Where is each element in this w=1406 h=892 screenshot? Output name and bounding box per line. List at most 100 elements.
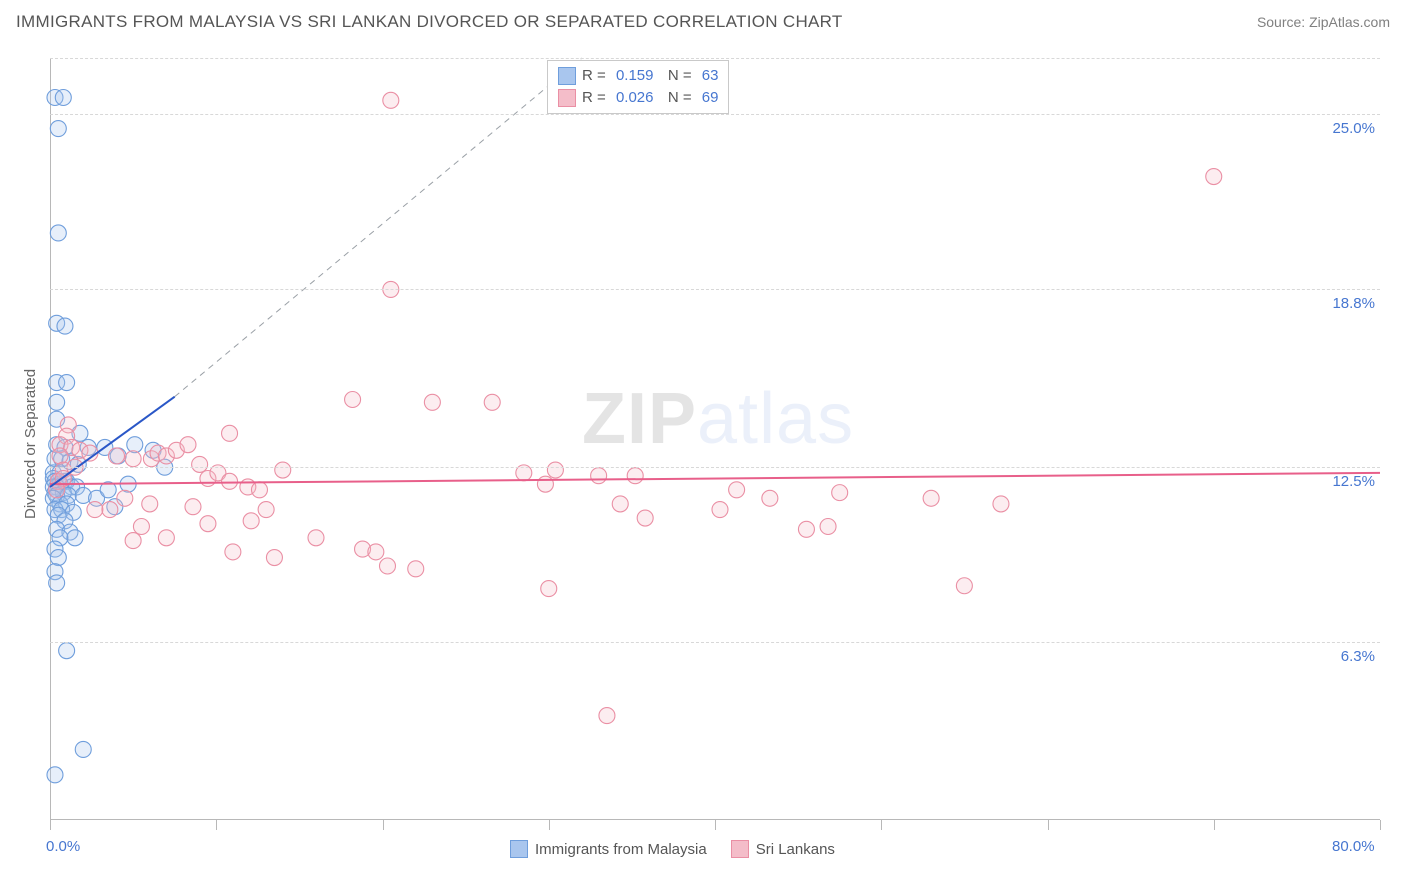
data-point — [117, 490, 133, 506]
y-tick-label: 25.0% — [1320, 120, 1375, 137]
data-point — [762, 490, 778, 506]
data-point — [225, 544, 241, 560]
data-point — [133, 518, 149, 534]
legend-r-label: R = — [582, 87, 610, 109]
x-tick — [881, 820, 882, 830]
legend-swatch — [558, 89, 576, 107]
x-tick — [216, 820, 217, 830]
data-point — [57, 318, 73, 334]
y-tick-label: 18.8% — [1320, 295, 1375, 312]
data-point — [67, 530, 83, 546]
data-point — [127, 437, 143, 453]
data-point — [251, 482, 267, 498]
data-point — [55, 90, 71, 106]
data-point — [627, 468, 643, 484]
data-point — [541, 581, 557, 597]
data-point — [158, 530, 174, 546]
legend-series-name: Immigrants from Malaysia — [535, 841, 707, 858]
data-point — [125, 451, 141, 467]
chart-svg-layer — [0, 0, 1406, 892]
y-tick-label: 6.3% — [1320, 648, 1375, 665]
data-point — [368, 544, 384, 560]
legend-r-value: 0.026 — [616, 87, 654, 109]
legend-row: R = 0.026 N = 69 — [558, 87, 718, 109]
x-tick-label: 0.0% — [46, 838, 80, 855]
legend-item: Sri Lankans — [731, 840, 835, 858]
data-point — [383, 92, 399, 108]
trend-line — [50, 473, 1380, 484]
x-tick — [715, 820, 716, 830]
data-point — [637, 510, 653, 526]
data-point — [923, 490, 939, 506]
data-point — [49, 575, 65, 591]
data-point — [243, 513, 259, 529]
data-point — [1206, 169, 1222, 185]
data-point — [308, 530, 324, 546]
data-point — [729, 482, 745, 498]
data-point — [142, 496, 158, 512]
gridline-horizontal — [50, 289, 1380, 290]
legend-r-value: 0.159 — [616, 65, 654, 87]
legend-series-name: Sri Lankans — [756, 841, 835, 858]
data-point — [484, 394, 500, 410]
x-tick — [1048, 820, 1049, 830]
x-tick — [1214, 820, 1215, 830]
data-point — [537, 476, 553, 492]
data-point — [52, 448, 68, 464]
gridline-horizontal — [50, 467, 1380, 468]
data-point — [956, 578, 972, 594]
data-point — [832, 485, 848, 501]
data-point — [820, 518, 836, 534]
data-point — [109, 448, 125, 464]
data-point — [185, 499, 201, 515]
data-point — [47, 767, 63, 783]
x-tick — [549, 820, 550, 830]
data-point — [266, 550, 282, 566]
correlation-legend: R = 0.159 N = 63R = 0.026 N = 69 — [547, 60, 729, 114]
data-point — [408, 561, 424, 577]
data-point — [50, 121, 66, 137]
gridline-horizontal — [50, 642, 1380, 643]
data-point — [712, 502, 728, 518]
trend-line — [175, 58, 582, 397]
data-point — [424, 394, 440, 410]
data-point — [49, 394, 65, 410]
data-point — [591, 468, 607, 484]
legend-n-value: 69 — [702, 87, 719, 109]
data-point — [547, 462, 563, 478]
data-point — [192, 456, 208, 472]
legend-item: Immigrants from Malaysia — [510, 840, 707, 858]
x-tick — [50, 820, 51, 830]
data-point — [275, 462, 291, 478]
data-point — [180, 437, 196, 453]
legend-swatch — [731, 840, 749, 858]
gridline-horizontal — [50, 58, 1380, 59]
data-point — [798, 521, 814, 537]
data-point — [87, 502, 103, 518]
data-point — [200, 516, 216, 532]
x-tick-label: 80.0% — [1332, 838, 1375, 855]
data-point — [59, 643, 75, 659]
legend-r-label: R = — [582, 65, 610, 87]
legend-row: R = 0.159 N = 63 — [558, 65, 718, 87]
gridline-horizontal — [50, 114, 1380, 115]
series-legend: Immigrants from Malaysia Sri Lankans — [510, 840, 835, 858]
legend-n-label: N = — [659, 65, 695, 87]
data-point — [50, 550, 66, 566]
x-tick — [1380, 820, 1381, 830]
data-point — [612, 496, 628, 512]
data-point — [599, 708, 615, 724]
legend-swatch — [510, 840, 528, 858]
data-point — [379, 558, 395, 574]
legend-n-label: N = — [659, 87, 695, 109]
data-point — [75, 741, 91, 757]
legend-n-value: 63 — [702, 65, 719, 87]
data-point — [345, 391, 361, 407]
data-point — [102, 502, 118, 518]
data-point — [125, 533, 141, 549]
x-tick — [383, 820, 384, 830]
y-tick-label: 12.5% — [1320, 473, 1375, 490]
data-point — [222, 425, 238, 441]
data-point — [50, 225, 66, 241]
data-point — [59, 375, 75, 391]
